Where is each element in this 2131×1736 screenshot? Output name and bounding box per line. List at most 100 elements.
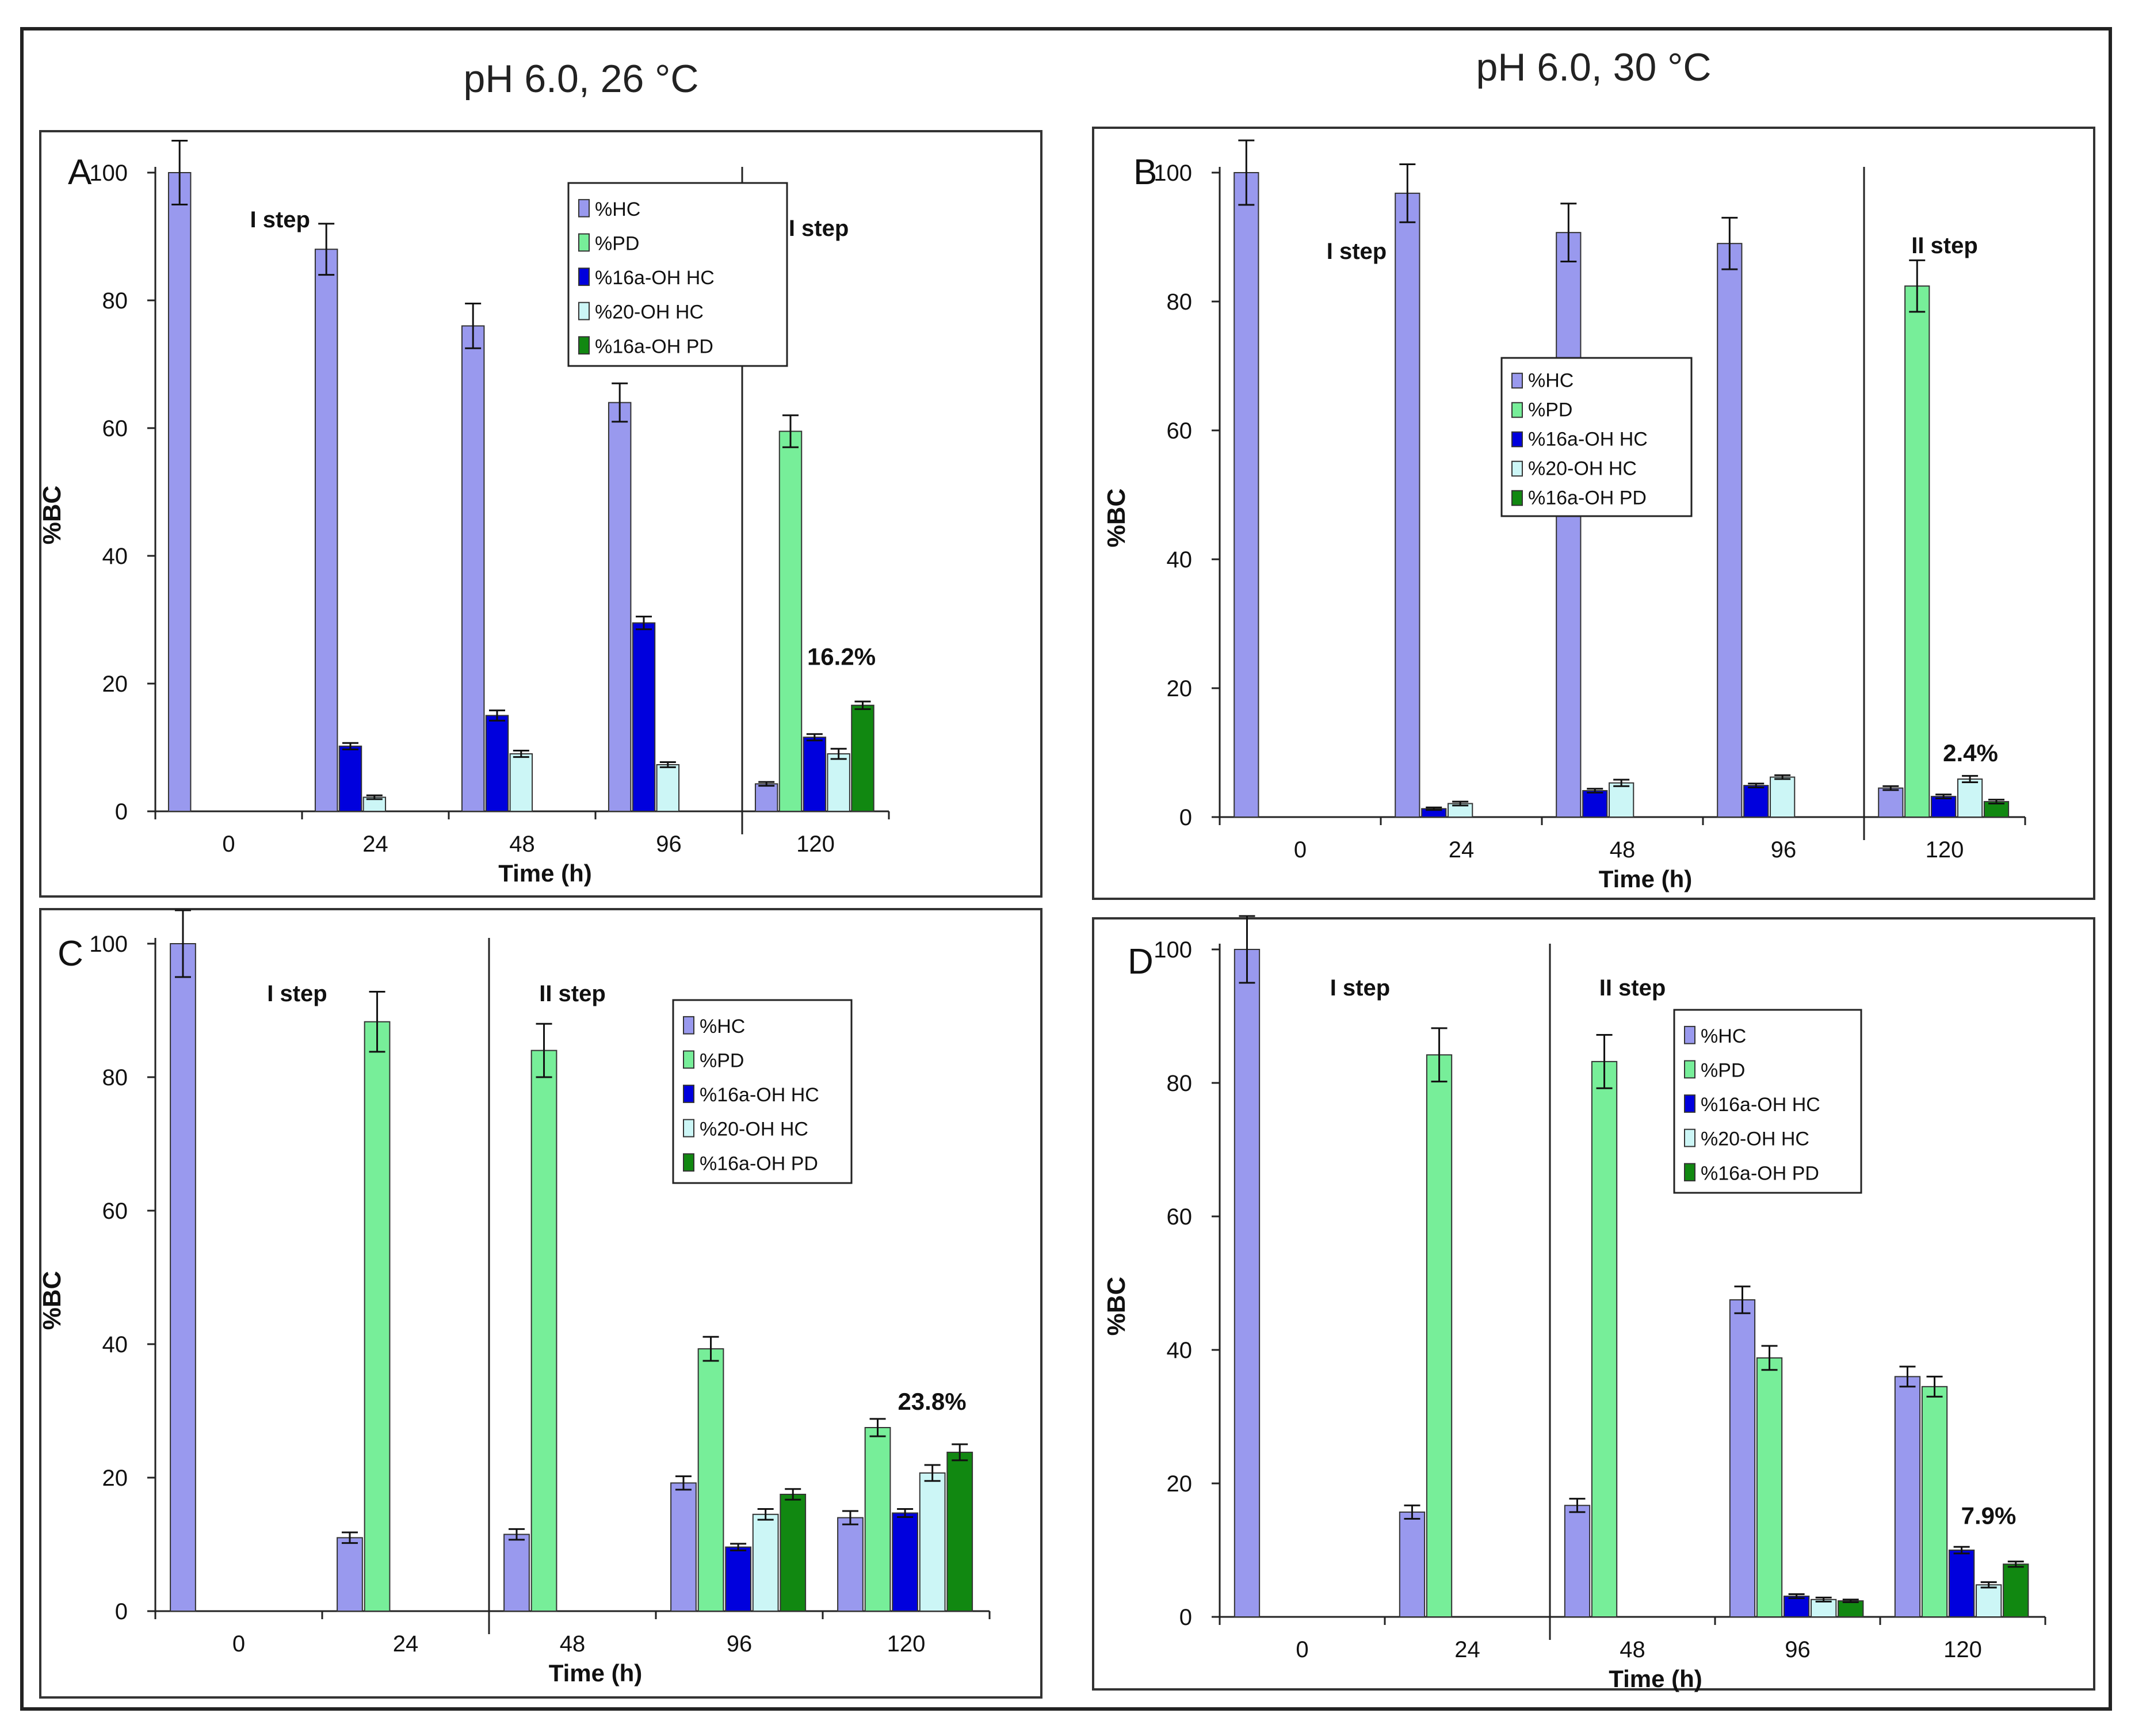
bar-hc [1233, 949, 1261, 1617]
bar-16a-oh-pd [946, 1451, 973, 1612]
legend-label: %PD [1528, 399, 1572, 421]
error-bar [536, 1022, 552, 1078]
bar-16a-oh-hc [338, 745, 362, 812]
step-label: I step [1330, 975, 1390, 1001]
error-bar [171, 140, 188, 205]
x-tick-label: 48 [509, 831, 535, 857]
error-bar [1815, 1596, 1832, 1603]
x-tick-label: 24 [1449, 837, 1475, 863]
error-bar [869, 1418, 886, 1437]
y-tick-label: 80 [102, 288, 128, 314]
legend-swatch [1511, 460, 1523, 477]
x-axis-label: Time (h) [549, 1659, 643, 1687]
error-bar [1980, 1581, 1997, 1589]
panel-letter: B [1133, 152, 1157, 192]
error-bar [318, 223, 335, 276]
bar-20-oh-hc [827, 753, 850, 812]
legend-label: %20-OH HC [595, 302, 704, 323]
y-tick-label: 0 [115, 1599, 128, 1624]
bar-16a-oh-hc [1931, 796, 1957, 818]
bar-pd [697, 1348, 724, 1612]
legend-label: %PD [700, 1050, 744, 1072]
x-axis-label: Time (h) [1599, 865, 1693, 892]
bar-16a-oh-hc [803, 737, 827, 812]
legend-label: %16a-OH PD [595, 335, 713, 357]
y-tick-label: 60 [1167, 418, 1193, 444]
bar-hc [1233, 172, 1259, 818]
y-tick-label: 20 [102, 1466, 128, 1491]
error-bar [1953, 1546, 1970, 1555]
legend-swatch [683, 1085, 694, 1103]
bar-pd [364, 1021, 391, 1612]
legend: %HC %PD %16a-OH HC %20-OH HC %16a-OH PD [672, 999, 853, 1184]
panel-letter: D [1128, 942, 1154, 982]
y-tick-label: 100 [89, 932, 128, 957]
error-bar [1882, 785, 1899, 791]
bar-16a-oh-pd [1838, 1600, 1864, 1617]
legend-label: %16a-OH HC [595, 267, 715, 289]
bar-pd [864, 1427, 891, 1612]
bar-20-oh-hc [1811, 1598, 1837, 1618]
y-tick-label: 0 [1179, 805, 1192, 830]
error-bar [897, 1508, 914, 1518]
y-axis-label: %BC [1102, 1277, 1131, 1336]
error-bar [757, 1508, 774, 1521]
legend-swatch [683, 1016, 694, 1035]
error-bar [174, 909, 191, 978]
bar-hc [170, 943, 196, 1612]
y-tick-label: 100 [1154, 161, 1192, 186]
error-bar [1239, 915, 1255, 984]
legend-label: %HC [595, 199, 640, 220]
y-tick-label: 0 [1179, 1605, 1192, 1630]
bar-hc [461, 325, 485, 812]
error-bar [952, 1443, 968, 1462]
step-label: II step [1599, 975, 1666, 1001]
y-tick-label: 20 [1167, 676, 1193, 701]
bar-hc [1564, 1505, 1591, 1618]
panel-D: D 0 20 40 60 80 100 %BC 0 24 48 96 120 Time (h) I step… [1092, 915, 2095, 1692]
bar-16a-oh-hc [485, 715, 509, 812]
legend-label: %16a-OH HC [1701, 1094, 1820, 1116]
y-tick-label: 60 [1167, 1204, 1193, 1230]
legend-label: %16a-OH PD [1528, 487, 1647, 509]
y-tick-label: 80 [1167, 1071, 1193, 1096]
bar-20-oh-hc [1770, 776, 1796, 818]
legend: %HC %PD %16a-OH HC %20-OH HC %16a-OH PD [567, 182, 788, 367]
error-bar [636, 615, 652, 631]
x-tick-label: 96 [1785, 1637, 1811, 1662]
step-label: II step [539, 981, 606, 1006]
error-bar [1431, 1027, 1448, 1083]
bar-pd [530, 1050, 557, 1612]
step-label: I step [267, 981, 327, 1006]
bar-hc [754, 783, 778, 812]
panel-frame [39, 130, 1042, 898]
error-bar [1962, 774, 1979, 784]
bar-pd [1426, 1054, 1453, 1617]
y-tick-label: 40 [1167, 547, 1193, 573]
error-bar [342, 742, 359, 750]
error-bar [1721, 216, 1738, 270]
bar-16a-oh-hc [1783, 1596, 1810, 1618]
error-bar [1926, 1375, 1943, 1398]
legend-swatch [1511, 402, 1523, 418]
error-bar [702, 1336, 719, 1362]
x-tick-label: 96 [656, 831, 682, 857]
error-bar [1748, 783, 1765, 788]
bar-hc [167, 172, 192, 812]
y-tick-label: 60 [102, 416, 128, 441]
y-axis-label: %BC [1102, 489, 1131, 548]
bar-hc [1556, 232, 1582, 818]
legend-swatch [683, 1050, 694, 1069]
legend-swatch [578, 233, 590, 252]
y-tick-label: 60 [102, 1199, 128, 1224]
error-bar [1842, 1598, 1859, 1603]
error-bar [854, 700, 871, 710]
bar-pd [1591, 1060, 1618, 1617]
bar-pd [1756, 1357, 1783, 1617]
error-bar [465, 303, 482, 349]
y-tick-label: 40 [102, 544, 128, 569]
annotation: 23.8% [898, 1388, 966, 1415]
y-axis-label: %BC [38, 486, 66, 545]
y-tick-label: 20 [1167, 1471, 1193, 1497]
